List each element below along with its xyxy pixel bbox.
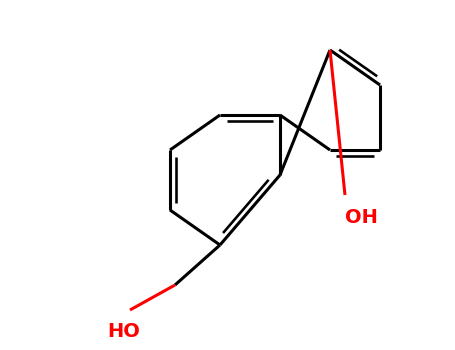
Text: OH: OH — [345, 208, 378, 227]
Text: HO: HO — [107, 322, 140, 341]
